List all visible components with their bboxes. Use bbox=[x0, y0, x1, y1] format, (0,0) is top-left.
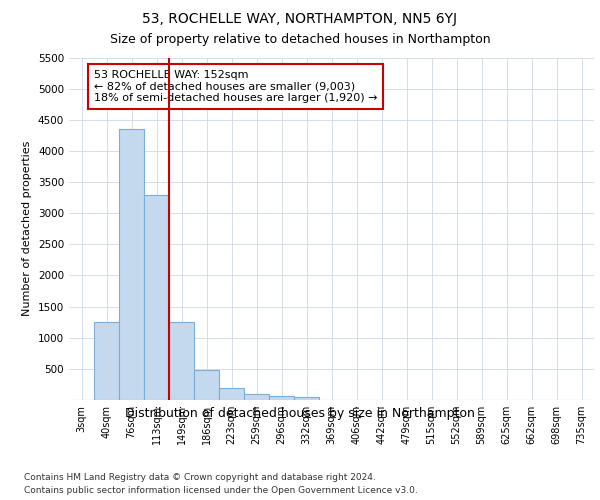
Bar bbox=[294, 397, 319, 400]
Text: Distribution of detached houses by size in Northampton: Distribution of detached houses by size … bbox=[125, 408, 475, 420]
Text: Size of property relative to detached houses in Northampton: Size of property relative to detached ho… bbox=[110, 32, 490, 46]
Text: Contains public sector information licensed under the Open Government Licence v3: Contains public sector information licen… bbox=[24, 486, 418, 495]
Text: 53 ROCHELLE WAY: 152sqm
← 82% of detached houses are smaller (9,003)
18% of semi: 53 ROCHELLE WAY: 152sqm ← 82% of detache… bbox=[94, 70, 377, 103]
Text: Contains HM Land Registry data © Crown copyright and database right 2024.: Contains HM Land Registry data © Crown c… bbox=[24, 472, 376, 482]
Bar bbox=[194, 370, 219, 400]
Bar bbox=[269, 396, 294, 400]
Bar bbox=[144, 194, 169, 400]
Bar bbox=[119, 129, 144, 400]
Bar bbox=[94, 322, 119, 400]
Text: 53, ROCHELLE WAY, NORTHAMPTON, NN5 6YJ: 53, ROCHELLE WAY, NORTHAMPTON, NN5 6YJ bbox=[143, 12, 458, 26]
Bar bbox=[169, 322, 194, 400]
Bar bbox=[219, 388, 244, 400]
Y-axis label: Number of detached properties: Number of detached properties bbox=[22, 141, 32, 316]
Bar bbox=[244, 394, 269, 400]
